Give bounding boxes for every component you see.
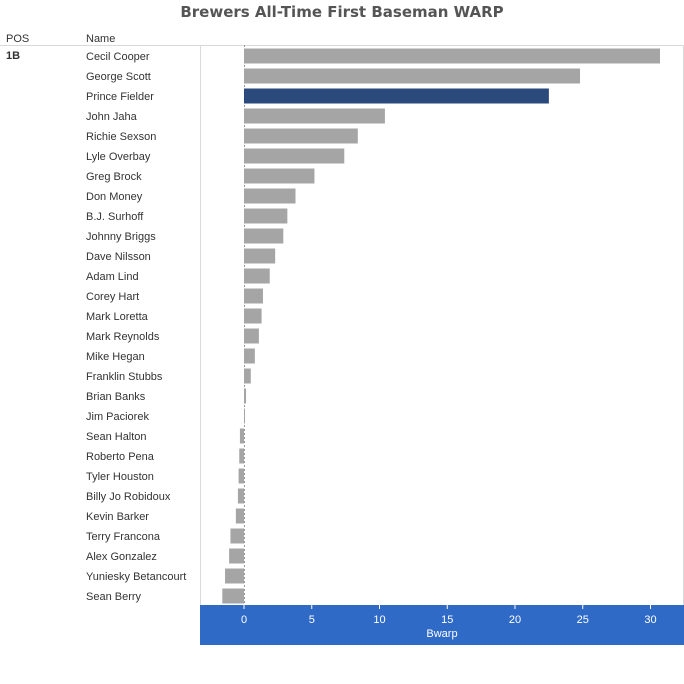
category-label: Don Money: [86, 191, 143, 203]
bar[interactable]: [222, 588, 244, 604]
category-label: Sean Berry: [86, 591, 142, 603]
bar[interactable]: [244, 108, 385, 124]
x-tick-label: 15: [441, 614, 453, 626]
bar[interactable]: [244, 168, 315, 184]
category-label: Alex Gonzalez: [86, 551, 157, 563]
category-label: Terry Francona: [86, 531, 161, 543]
bar[interactable]: [229, 548, 244, 564]
pos-value: 1B: [6, 50, 21, 62]
x-axis-band: [200, 605, 684, 645]
x-tick-label: 20: [509, 614, 521, 626]
header-divider: [0, 45, 200, 46]
category-label: Mark Reynolds: [86, 331, 160, 343]
bar[interactable]: [244, 268, 270, 284]
bar[interactable]: [244, 248, 276, 264]
bar[interactable]: [244, 308, 262, 324]
category-label: Johnny Briggs: [86, 231, 156, 243]
category-label: Richie Sexson: [86, 131, 156, 143]
category-label: Corey Hart: [86, 291, 139, 303]
x-tick-label: 5: [309, 614, 315, 626]
bar[interactable]: [244, 68, 581, 84]
bar[interactable]: [225, 568, 244, 584]
category-label: John Jaha: [86, 111, 138, 123]
category-label: Jim Paciorek: [86, 411, 149, 423]
category-label: Franklin Stubbs: [86, 371, 163, 383]
bar[interactable]: [244, 368, 251, 384]
category-label: Kevin Barker: [86, 511, 149, 523]
x-tick-label: 25: [577, 614, 589, 626]
category-label: Lyle Overbay: [86, 151, 151, 163]
bar[interactable]: [230, 528, 244, 544]
bar-highlighted[interactable]: [244, 88, 549, 104]
category-label: Billy Jo Robidoux: [86, 491, 171, 503]
category-label: Tyler Houston: [86, 471, 154, 483]
bar[interactable]: [239, 448, 244, 464]
bar[interactable]: [244, 228, 284, 244]
category-label: Adam Lind: [86, 271, 139, 283]
category-label: B.J. Surhoff: [86, 211, 144, 223]
category-label: Greg Brock: [86, 171, 142, 183]
category-label: Prince Fielder: [86, 91, 154, 103]
bar[interactable]: [244, 188, 296, 204]
bar[interactable]: [244, 408, 245, 424]
bar[interactable]: [244, 348, 255, 364]
bar[interactable]: [244, 288, 263, 304]
pos-column-header: POS: [6, 33, 30, 45]
bar[interactable]: [244, 128, 358, 144]
bar[interactable]: [238, 468, 244, 484]
category-label: Roberto Pena: [86, 451, 155, 463]
category-label: Cecil Cooper: [86, 51, 150, 63]
bar[interactable]: [244, 388, 247, 404]
category-label: Sean Halton: [86, 431, 147, 443]
category-label: Mike Hegan: [86, 351, 145, 363]
category-label: Dave Nilsson: [86, 251, 151, 263]
x-tick-label: 10: [373, 614, 385, 626]
bar[interactable]: [237, 488, 244, 504]
bar[interactable]: [235, 508, 244, 524]
x-tick-label: 0: [241, 614, 247, 626]
bar[interactable]: [244, 48, 660, 64]
chart-title: Brewers All-Time First Baseman WARP: [180, 3, 504, 21]
bar[interactable]: [244, 328, 259, 344]
category-label: Brian Banks: [86, 391, 146, 403]
category-label: George Scott: [86, 71, 151, 83]
bar[interactable]: [244, 208, 288, 224]
category-label: Yuniesky Betancourt: [86, 571, 186, 583]
category-label: Mark Loretta: [86, 311, 149, 323]
bar[interactable]: [244, 148, 345, 164]
name-column-header: Name: [86, 33, 116, 45]
x-axis-title: Bwarp: [426, 628, 458, 640]
x-tick-label: 30: [644, 614, 656, 626]
bar[interactable]: [239, 428, 244, 444]
